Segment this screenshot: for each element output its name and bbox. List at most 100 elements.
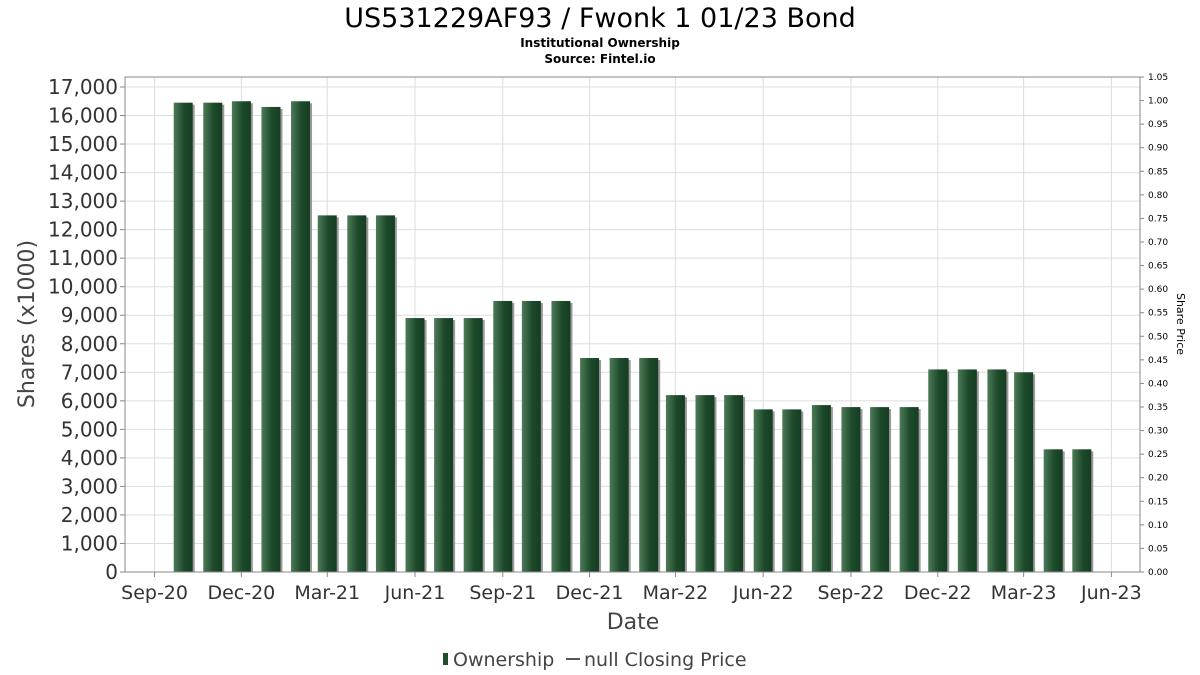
y-axis-label: Shares (x1000) xyxy=(15,240,40,408)
ownership-bar xyxy=(928,369,950,572)
ownership-bar xyxy=(347,215,369,572)
ownership-bar xyxy=(261,106,283,572)
y2-tick-label: 0.50 xyxy=(1148,332,1168,342)
y2-tick-label: 1.00 xyxy=(1148,97,1168,107)
y-tick-label: 10,000 xyxy=(48,275,118,299)
ownership-bar-body xyxy=(899,407,919,572)
x-tick-label: Mar-21 xyxy=(294,582,360,604)
x-tick-label: Mar-22 xyxy=(643,582,709,604)
y2-tick-label: 0.95 xyxy=(1148,120,1168,130)
ownership-bar xyxy=(580,358,602,572)
ownership-bar-body xyxy=(1072,449,1092,572)
ownership-bar xyxy=(173,102,195,572)
bars-layer xyxy=(173,101,1094,572)
ownership-bar xyxy=(1014,372,1036,572)
x-axis-ticks: Sep-20 Dec-20 Mar-21 Jun-21 Sep-21 Dec-21 Mar-… xyxy=(121,572,1142,604)
x-tick-label: Dec-22 xyxy=(904,582,972,604)
y-tick-label: 5,000 xyxy=(61,417,118,441)
y2-tick-label: 0.05 xyxy=(1148,544,1168,554)
ownership-bar xyxy=(987,369,1009,572)
ownership-bar-body xyxy=(551,300,571,572)
x-tick-label: Sep-22 xyxy=(818,582,885,604)
ownership-bar-body xyxy=(231,101,251,572)
plot-frame xyxy=(124,76,1141,573)
ownership-bar-body xyxy=(173,102,193,572)
x-tick-label: Jun-21 xyxy=(384,582,446,604)
y2-tick-label: 0.20 xyxy=(1148,474,1168,484)
y-tick-label: 14,000 xyxy=(48,161,118,185)
ownership-bar xyxy=(317,215,339,572)
x-tick-label: Jun-23 xyxy=(1080,582,1142,604)
y2-tick-label: 0.60 xyxy=(1148,285,1168,295)
legend-price-label: null Closing Price xyxy=(584,649,747,671)
ownership-bar-body xyxy=(724,395,744,572)
x-tick-label: Dec-21 xyxy=(556,582,624,604)
ownership-bar xyxy=(753,409,775,572)
y2-tick-label: 0.65 xyxy=(1148,262,1168,272)
y2-tick-label: 0.40 xyxy=(1148,379,1168,389)
ownership-bar xyxy=(521,300,543,572)
ownership-bar-body xyxy=(753,409,773,572)
ownership-bar-body xyxy=(463,318,483,572)
y2-tick-label: 0.85 xyxy=(1148,167,1168,177)
ownership-bar xyxy=(375,215,397,572)
y2-tick-label: 0.75 xyxy=(1148,214,1168,224)
ownership-bar-body xyxy=(493,300,513,572)
ownership-bar-body xyxy=(291,101,311,572)
ownership-bar xyxy=(957,369,979,572)
y-tick-label: 0 xyxy=(105,560,118,584)
y-tick-label: 3,000 xyxy=(61,474,118,498)
ownership-bar-body xyxy=(580,358,600,572)
ownership-bar xyxy=(639,358,661,572)
ownership-bar xyxy=(493,300,515,572)
ownership-bar xyxy=(811,405,833,572)
legend: Ownership null Closing Price xyxy=(443,649,747,671)
ownership-bar xyxy=(434,318,456,572)
ownership-bar xyxy=(870,407,892,572)
y-tick-label: 11,000 xyxy=(48,246,118,270)
y2-tick-label: 0.00 xyxy=(1148,568,1168,578)
ownership-bar-body xyxy=(928,369,948,572)
ownership-bar-body xyxy=(987,369,1007,572)
ownership-bar-body xyxy=(261,106,281,572)
ownership-bar-body xyxy=(870,407,890,572)
y2-tick-label: 0.35 xyxy=(1148,403,1168,413)
x-tick-label: Mar-23 xyxy=(991,582,1057,604)
ownership-bar-body xyxy=(1043,449,1063,572)
ownership-bar-body xyxy=(317,215,337,572)
ownership-bar xyxy=(609,358,631,572)
y-tick-label: 9,000 xyxy=(61,303,118,327)
x-tick-label: Sep-20 xyxy=(121,582,188,604)
ownership-bar xyxy=(1072,449,1094,572)
ownership-bar-body xyxy=(957,369,977,572)
y-tick-label: 15,000 xyxy=(48,132,118,156)
ownership-bar-body xyxy=(1014,372,1034,572)
ownership-bar-body xyxy=(609,358,629,572)
ownership-bar xyxy=(203,102,225,572)
ownership-bar-body xyxy=(639,358,659,572)
ownership-bar xyxy=(291,101,313,572)
ownership-bar xyxy=(551,300,573,572)
y-tick-label: 6,000 xyxy=(61,389,118,413)
ownership-bar-body xyxy=(434,318,454,572)
ownership-bar-body xyxy=(347,215,367,572)
y-tick-label: 16,000 xyxy=(48,104,118,128)
ownership-bar-body xyxy=(811,405,831,572)
x-tick-label: Sep-21 xyxy=(469,582,536,604)
ownership-bar-body xyxy=(203,102,223,572)
ownership-bar xyxy=(782,409,804,572)
ownership-bar xyxy=(1043,449,1065,572)
y2-tick-label: 0.30 xyxy=(1148,427,1168,437)
y-tick-label: 13,000 xyxy=(48,189,118,213)
y-tick-label: 7,000 xyxy=(61,360,118,384)
legend-ownership-label: Ownership xyxy=(453,649,554,671)
y-tick-label: 17,000 xyxy=(48,75,118,99)
y2-tick-label: 0.70 xyxy=(1148,238,1168,248)
ownership-bar-body xyxy=(841,407,861,572)
legend-ownership-marker xyxy=(443,653,448,665)
chart-source: Source: Fintel.io xyxy=(544,52,655,66)
y-tick-label: 2,000 xyxy=(61,503,118,527)
y-tick-label: 4,000 xyxy=(61,446,118,470)
y-tick-label: 8,000 xyxy=(61,332,118,356)
